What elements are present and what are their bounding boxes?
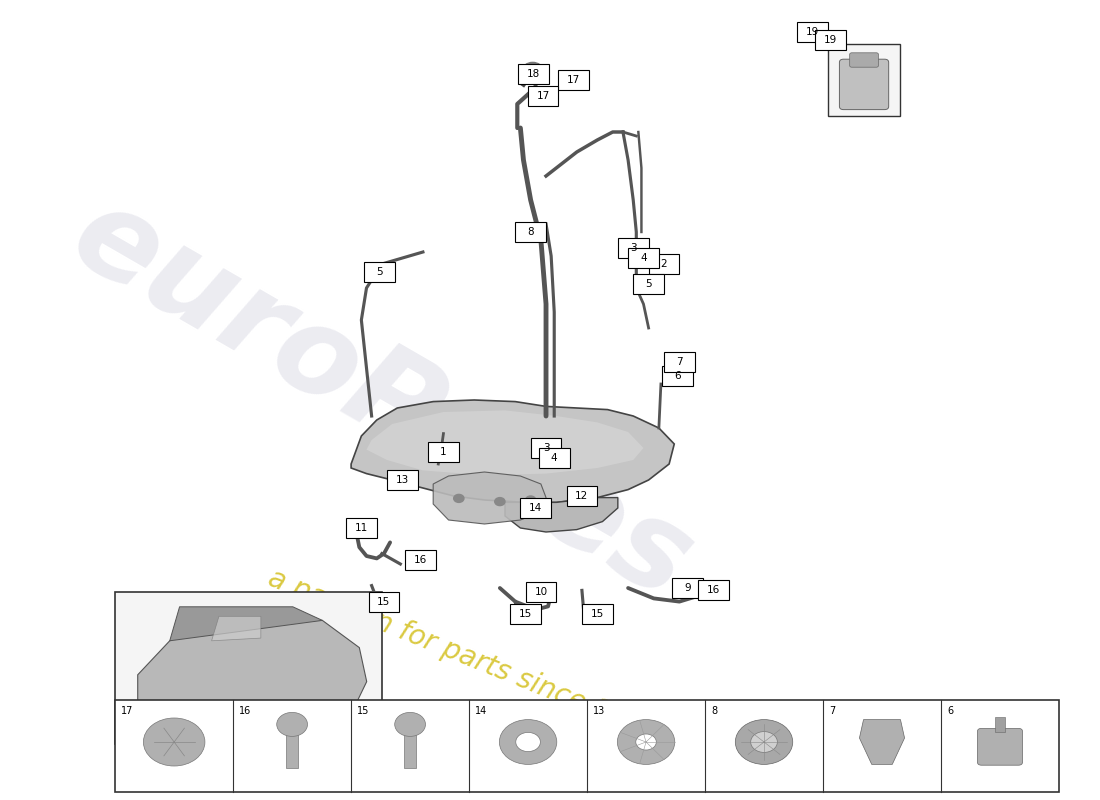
Text: 16: 16 <box>415 555 428 565</box>
Text: 17: 17 <box>537 91 550 101</box>
Text: 11: 11 <box>354 523 368 533</box>
Text: 8: 8 <box>712 706 717 717</box>
Bar <box>116 700 1059 792</box>
FancyBboxPatch shape <box>839 59 889 110</box>
Circle shape <box>495 498 505 506</box>
Circle shape <box>526 496 536 504</box>
Text: 5: 5 <box>646 279 652 289</box>
Bar <box>628 247 659 267</box>
Circle shape <box>143 718 205 766</box>
Bar <box>404 728 416 768</box>
Bar <box>346 518 377 538</box>
Text: euroPares: euroPares <box>52 176 712 624</box>
Text: 16: 16 <box>706 586 719 595</box>
Text: 17: 17 <box>121 706 134 717</box>
FancyBboxPatch shape <box>849 53 879 67</box>
Polygon shape <box>169 606 322 641</box>
Text: 4: 4 <box>551 453 558 462</box>
Circle shape <box>617 720 674 765</box>
Bar <box>387 470 418 490</box>
Text: 15: 15 <box>358 706 370 717</box>
Polygon shape <box>859 720 904 765</box>
Text: 6: 6 <box>674 371 681 381</box>
Polygon shape <box>351 400 674 502</box>
Circle shape <box>161 706 198 734</box>
Bar <box>515 222 546 242</box>
Text: 7: 7 <box>676 357 683 366</box>
Bar <box>672 578 703 598</box>
Bar <box>697 581 728 600</box>
Text: 8: 8 <box>527 227 534 237</box>
Polygon shape <box>211 616 261 641</box>
Polygon shape <box>433 472 546 524</box>
Text: 1: 1 <box>440 447 447 457</box>
Text: 15: 15 <box>591 610 604 619</box>
Text: 3: 3 <box>630 243 637 253</box>
Text: 19: 19 <box>824 35 837 45</box>
Circle shape <box>294 713 312 727</box>
Circle shape <box>750 731 778 752</box>
Polygon shape <box>505 498 618 532</box>
Bar <box>286 728 298 768</box>
Circle shape <box>277 712 308 736</box>
Text: 17: 17 <box>568 75 581 85</box>
Circle shape <box>395 712 426 736</box>
Text: 10: 10 <box>535 587 548 597</box>
Text: 15: 15 <box>519 610 532 619</box>
Text: 2: 2 <box>661 259 668 269</box>
Bar <box>406 550 437 570</box>
Text: 9: 9 <box>684 583 691 593</box>
Bar <box>530 438 561 458</box>
Bar <box>116 592 382 744</box>
Text: 16: 16 <box>240 706 252 717</box>
Bar <box>662 366 693 386</box>
Bar <box>539 448 570 467</box>
Circle shape <box>735 720 793 765</box>
Bar <box>815 30 846 50</box>
Text: a passion for parts since 1985: a passion for parts since 1985 <box>264 565 663 747</box>
Circle shape <box>636 734 657 750</box>
Bar <box>428 442 459 462</box>
Text: 12: 12 <box>575 491 589 501</box>
Circle shape <box>284 706 321 734</box>
Bar <box>634 274 664 294</box>
Text: 13: 13 <box>593 706 605 717</box>
Text: 6: 6 <box>947 706 954 717</box>
Text: 3: 3 <box>542 443 549 453</box>
Text: 18: 18 <box>527 70 540 79</box>
Circle shape <box>522 62 543 78</box>
Bar <box>828 44 900 116</box>
Text: 7: 7 <box>829 706 835 717</box>
Text: 19: 19 <box>806 27 820 37</box>
Bar <box>364 262 395 282</box>
Bar <box>510 605 541 624</box>
Bar <box>368 592 399 611</box>
Text: 14: 14 <box>475 706 487 717</box>
Text: 13: 13 <box>396 475 409 485</box>
Bar <box>582 605 613 624</box>
Text: 5: 5 <box>376 267 383 277</box>
Bar <box>528 86 559 106</box>
Text: 4: 4 <box>640 253 647 262</box>
Bar <box>518 64 549 84</box>
Polygon shape <box>138 621 366 722</box>
Text: 15: 15 <box>377 597 390 606</box>
Polygon shape <box>366 410 644 475</box>
Circle shape <box>499 720 557 765</box>
Circle shape <box>516 733 540 752</box>
Bar <box>526 582 557 602</box>
Bar <box>798 22 828 42</box>
Text: 14: 14 <box>529 503 542 513</box>
Bar <box>520 498 551 518</box>
Circle shape <box>170 713 189 727</box>
FancyBboxPatch shape <box>978 728 1023 765</box>
Bar <box>994 717 1005 731</box>
Bar <box>664 351 695 371</box>
Bar <box>566 486 597 506</box>
Circle shape <box>453 494 464 502</box>
Bar <box>649 254 680 274</box>
Bar <box>559 70 590 90</box>
Bar <box>618 238 649 258</box>
